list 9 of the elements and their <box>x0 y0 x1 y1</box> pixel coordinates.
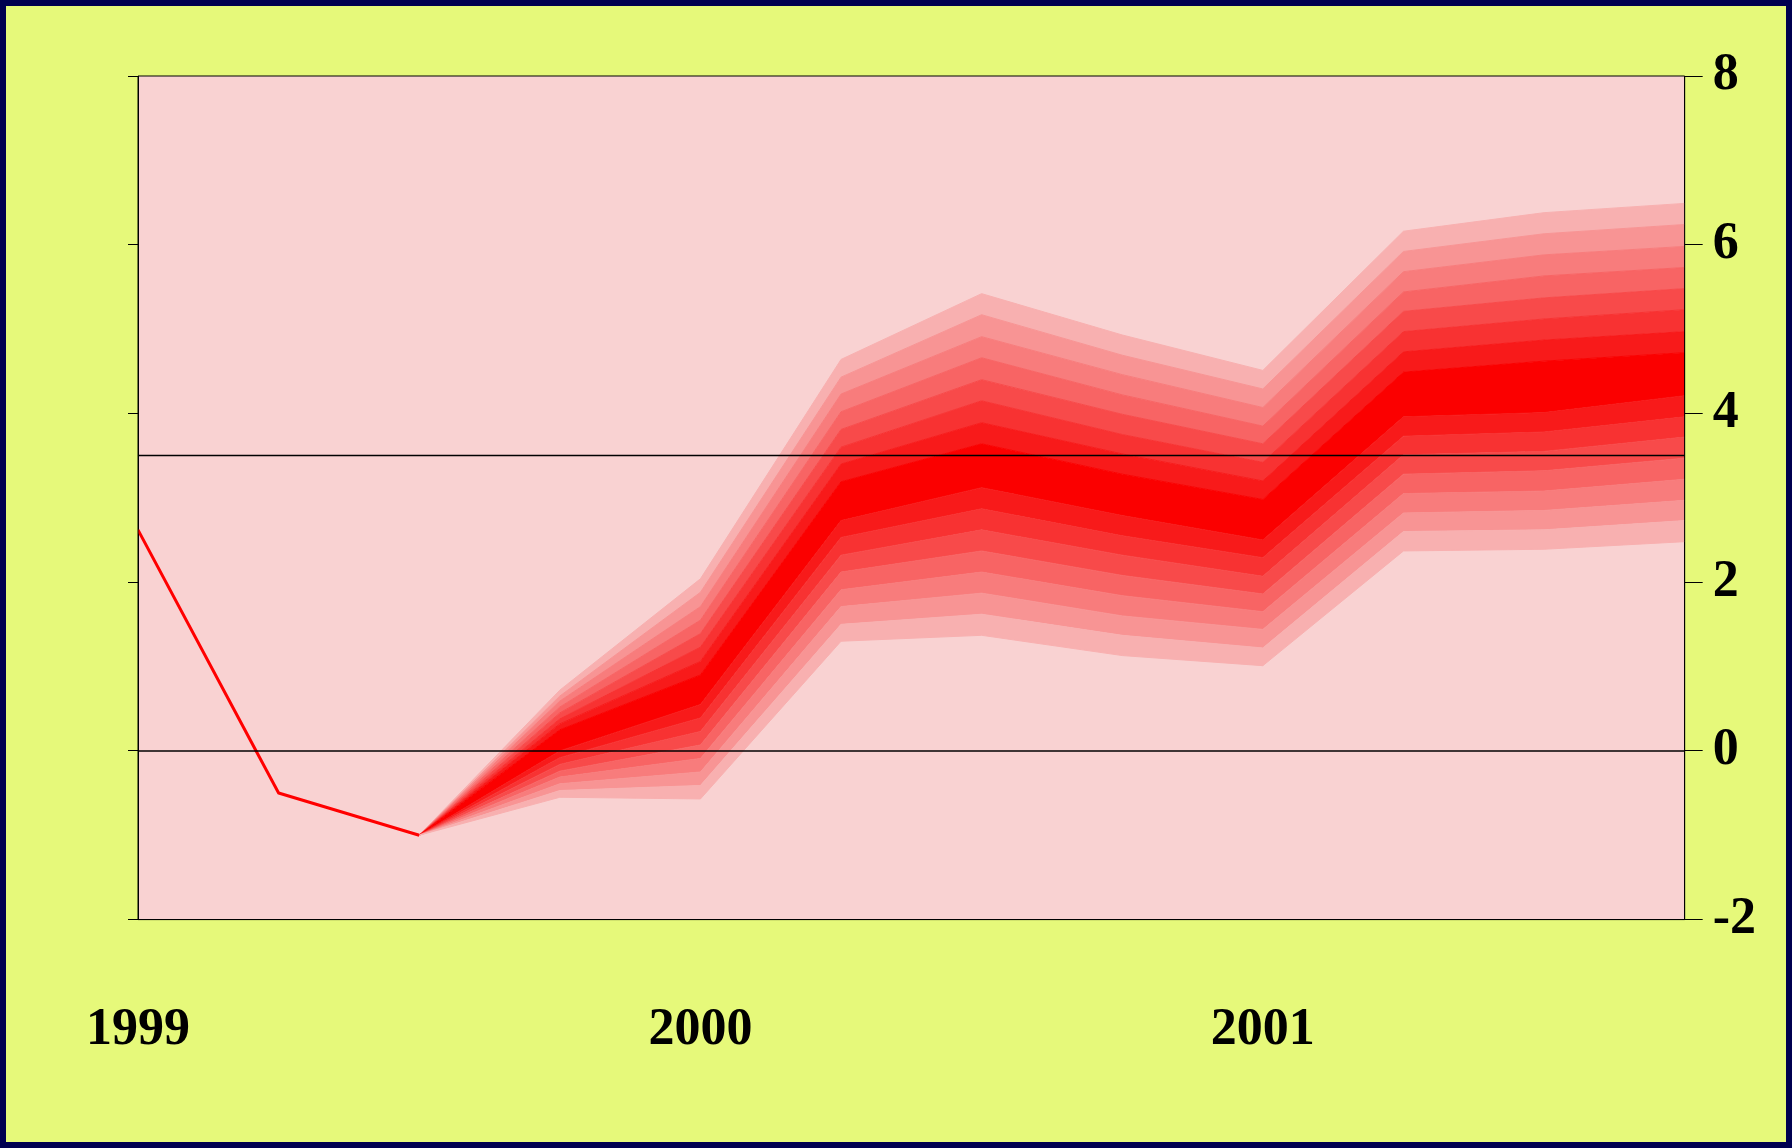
y-tick-label: 8 <box>1712 43 1739 101</box>
y-tick-label: 0 <box>1712 718 1739 776</box>
y-tick-label: 6 <box>1712 212 1739 270</box>
y-tick-label: 4 <box>1712 380 1739 438</box>
x-tick-label: 1999 <box>86 998 190 1056</box>
x-tick-label: 2001 <box>1210 998 1315 1056</box>
x-tick-label: 2000 <box>648 998 753 1056</box>
y-tick-label: 2 <box>1712 549 1739 607</box>
y-tick-label: -2 <box>1712 887 1757 945</box>
